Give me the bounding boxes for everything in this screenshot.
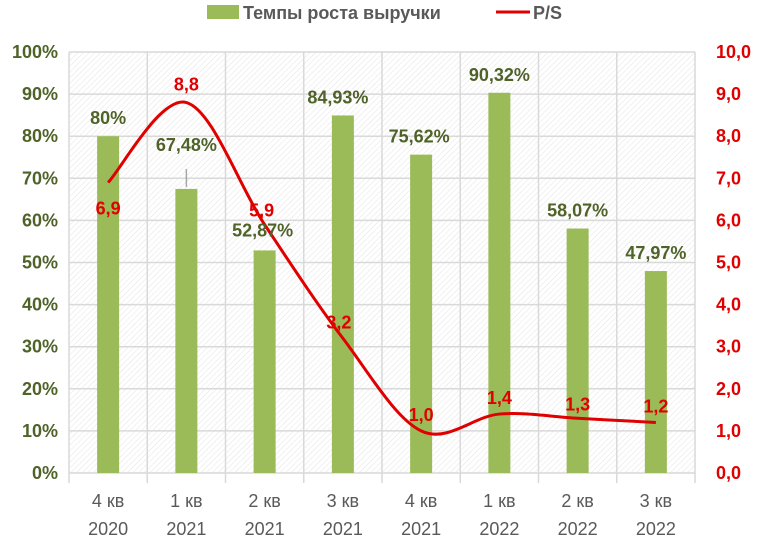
x-tick-quarter: 4 кв	[92, 491, 124, 511]
x-tick-year: 2022	[558, 519, 598, 539]
bar-data-label: 47,97%	[625, 243, 686, 263]
bar	[331, 115, 354, 473]
x-tick-year: 2021	[401, 519, 441, 539]
legend-swatch-bar	[207, 5, 239, 19]
y-left-tick: 50%	[22, 253, 58, 273]
line-data-label: 6,9	[96, 199, 121, 219]
y-left-tick: 60%	[22, 210, 58, 230]
bar	[644, 271, 667, 473]
line-data-label: 1,0	[409, 405, 434, 425]
bar	[410, 154, 433, 473]
bar	[566, 228, 589, 473]
bar-data-label: 52,87%	[232, 220, 293, 240]
x-tick-year: 2022	[479, 519, 519, 539]
x-tick-year: 2021	[166, 519, 206, 539]
y-right-tick: 8,0	[716, 126, 741, 146]
y-left-tick: 70%	[22, 168, 58, 188]
line-data-label: 3,2	[326, 312, 351, 332]
bar	[488, 92, 511, 473]
legend: Темпы роста выручки P/S	[207, 3, 562, 23]
y-left-tick: 10%	[22, 421, 58, 441]
y-right-tick: 7,0	[716, 168, 741, 188]
data-labels: 80% 67,48% 52,87% 84,93% 75,62% 90,32% 58,07% 4…	[90, 65, 686, 425]
bar	[175, 188, 198, 474]
y-right-tick: 1,0	[716, 421, 741, 441]
x-tick-year: 2020	[88, 519, 128, 539]
line-data-label: 8,8	[174, 75, 199, 95]
bar-data-label: 90,32%	[469, 65, 530, 85]
bar	[253, 250, 276, 473]
y-right-tick: 10,0	[716, 42, 751, 62]
bar-series	[97, 92, 667, 474]
y-left-tick: 90%	[22, 84, 58, 104]
x-tick-quarter: 3 кв	[640, 491, 672, 511]
legend-label-bar: Темпы роста выручки	[243, 3, 441, 23]
line-series	[107, 100, 656, 436]
x-tick-quarter: 3 кв	[327, 491, 359, 511]
y-left-tick: 80%	[22, 126, 58, 146]
y-axis-left: 0% 10% 20% 30% 40% 50% 60% 70% 80% 90% 100%	[12, 42, 58, 483]
y-right-tick: 0,0	[716, 463, 741, 483]
y-left-tick: 100%	[12, 42, 58, 62]
y-right-tick: 4,0	[716, 295, 741, 315]
line-data-label: 1,3	[565, 394, 590, 414]
x-tick-quarter: 4 кв	[405, 491, 437, 511]
x-tick-year: 2022	[636, 519, 676, 539]
line-data-label: 1,4	[487, 388, 512, 408]
x-tick-year: 2021	[245, 519, 285, 539]
y-left-tick: 40%	[22, 295, 58, 315]
y-right-tick: 3,0	[716, 337, 741, 357]
y-right-tick: 6,0	[716, 210, 741, 230]
bar	[97, 136, 120, 473]
x-tick-quarter: 2 кв	[561, 491, 593, 511]
bar-data-label: 75,62%	[389, 127, 450, 147]
y-left-tick: 0%	[32, 463, 58, 483]
x-tick-quarter: 1 кв	[483, 491, 515, 511]
line-data-label: 5,9	[249, 201, 274, 221]
bar-data-label: 80%	[90, 108, 126, 128]
ps-line	[107, 100, 656, 436]
y-left-tick: 30%	[22, 337, 58, 357]
y-right-tick: 9,0	[716, 84, 741, 104]
y-axis-right: 0,0 1,0 2,0 3,0 4,0 5,0 6,0 7,0 8,0 9,0 10,0	[716, 42, 751, 483]
legend-label-line: P/S	[533, 3, 562, 23]
y-left-tick: 20%	[22, 379, 58, 399]
y-right-tick: 5,0	[716, 253, 741, 273]
x-axis: 4 кв 2020 1 кв 2021 2 кв 2021 3 кв 2021 4 кв 2021…	[88, 491, 676, 539]
y-right-tick: 2,0	[716, 379, 741, 399]
x-tick-quarter: 1 кв	[170, 491, 202, 511]
x-tick-quarter: 2 кв	[248, 491, 280, 511]
bar-data-label: 67,48%	[156, 135, 217, 155]
gridlines	[68, 51, 696, 483]
line-data-label: 1,2	[643, 396, 668, 416]
bar-data-label: 58,07%	[547, 201, 608, 221]
x-tick-year: 2021	[323, 519, 363, 539]
bar-data-label: 84,93%	[307, 87, 368, 107]
